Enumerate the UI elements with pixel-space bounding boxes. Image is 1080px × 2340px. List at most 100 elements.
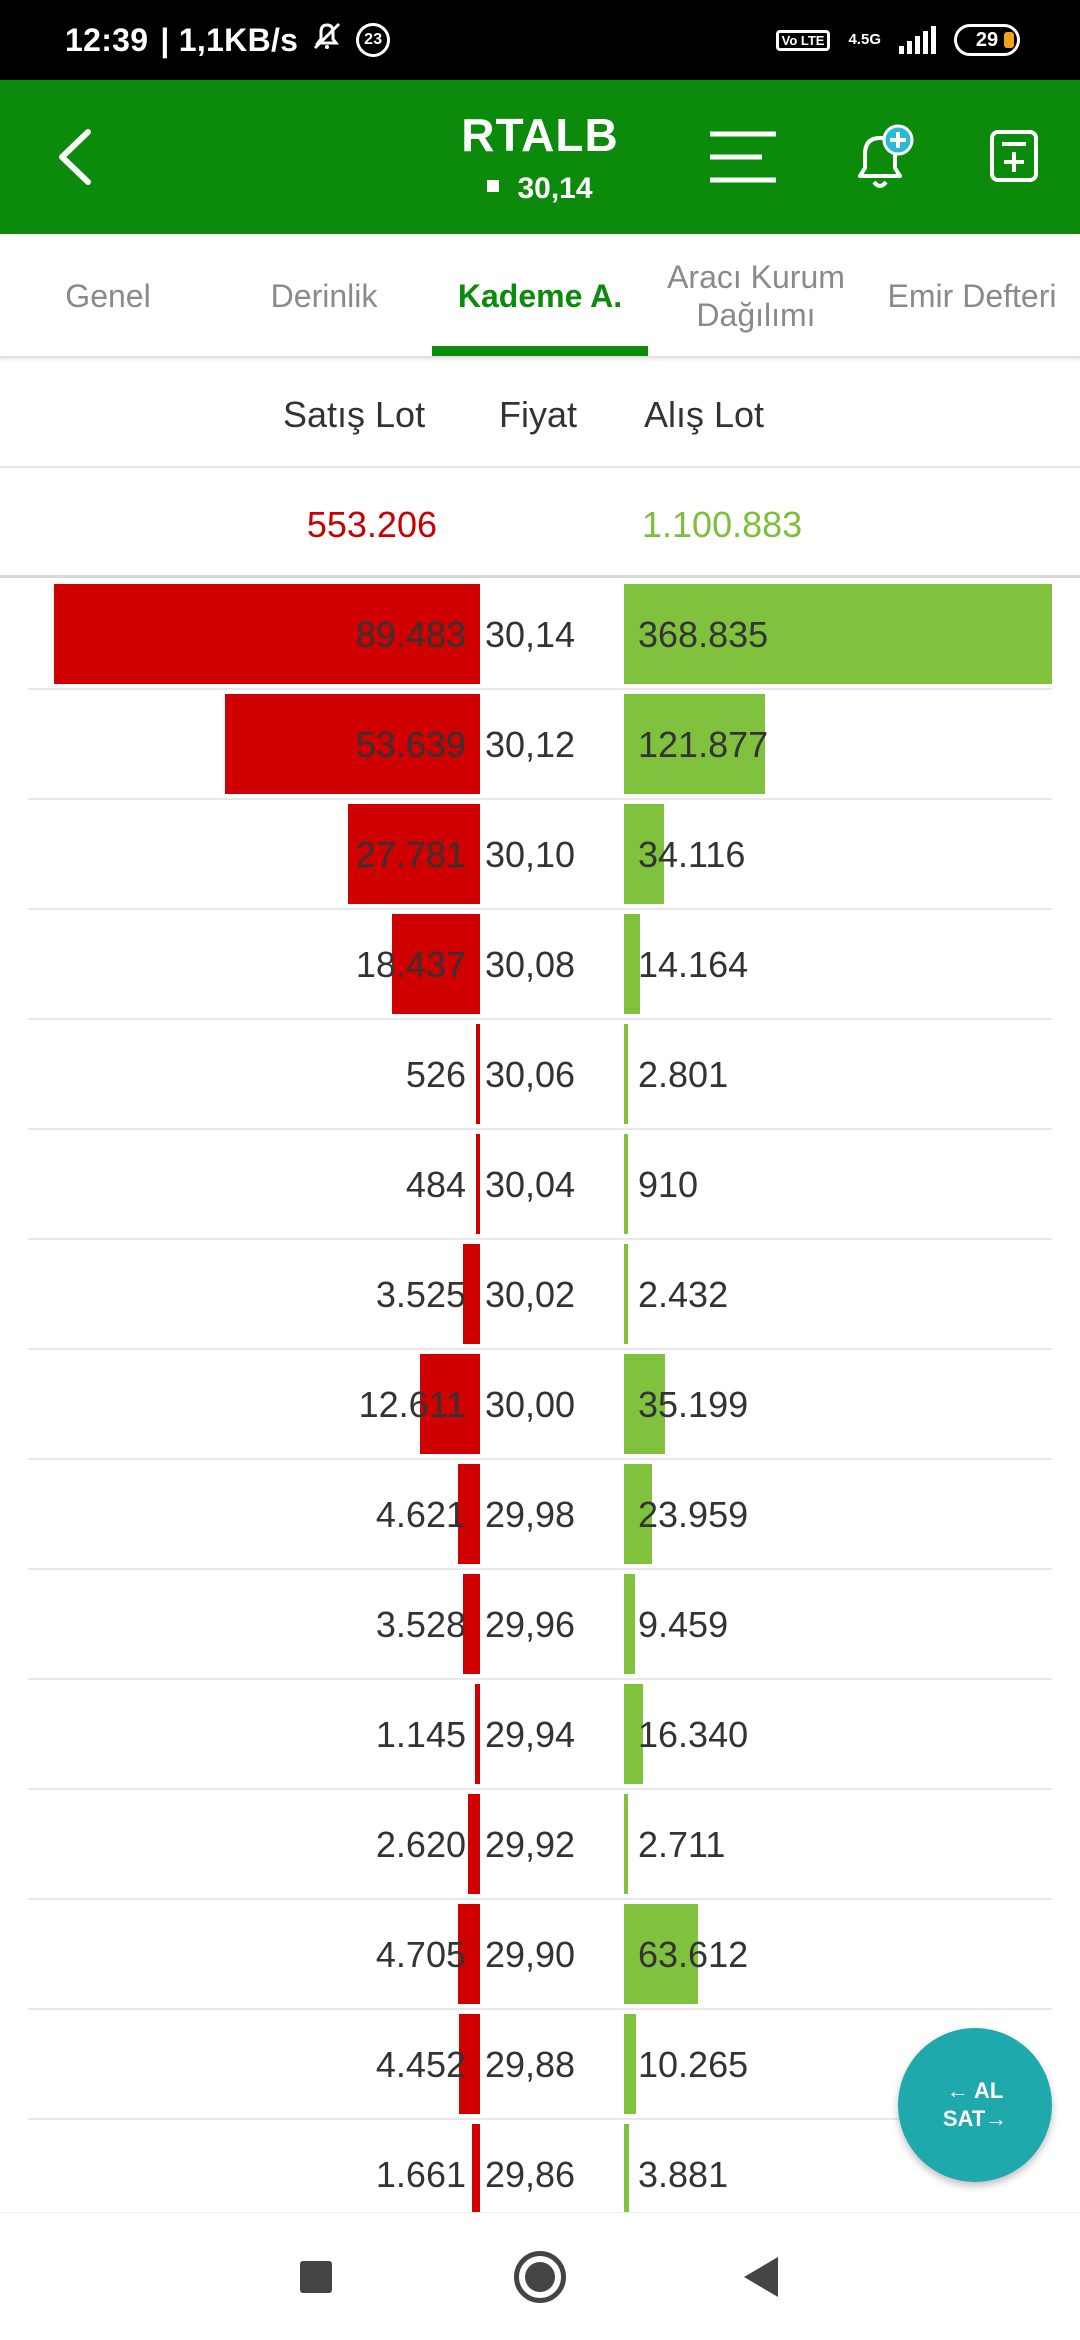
price-value: 29,92: [484, 1824, 576, 1865]
sell-volume-bar: [54, 584, 480, 684]
table-row[interactable]: 4.621 29,98 23.959: [28, 1460, 1052, 1570]
network-type: 4.5G: [848, 31, 881, 48]
table-row[interactable]: 526 30,06 2.801: [28, 1020, 1052, 1130]
buy-volume-bar: [624, 1134, 628, 1234]
tab-genel[interactable]: Genel: [65, 278, 151, 314]
tab-bar: Genel Derinlik Kademe A. Aracı Kurum Dağ…: [0, 234, 1080, 358]
sell-volume-bar: [463, 1574, 480, 1674]
buy-volume-bar: [624, 2014, 636, 2114]
sell-lot-value: 12.611: [358, 1384, 466, 1425]
sell-volume-bar: [392, 914, 480, 1014]
active-tab-indicator: [432, 346, 648, 356]
sell-volume-bar: [476, 1134, 480, 1234]
back-button[interactable]: [48, 122, 108, 192]
sell-volume-bar: [476, 1024, 480, 1124]
sell-lot-value: 526: [405, 1054, 466, 1095]
table-row[interactable]: 484 30,04 910: [28, 1130, 1052, 1240]
battery-icon: 29: [954, 24, 1020, 56]
table-row[interactable]: 89.483 30,14 368.835: [28, 580, 1052, 690]
recents-square-icon[interactable]: [300, 2261, 332, 2293]
sell-volume-bar: [420, 1354, 480, 1454]
table-row[interactable]: 53.639 30,12 121.877: [28, 690, 1052, 800]
table-row[interactable]: 3.525 30,02 2.432: [28, 1240, 1052, 1350]
sell-lot-value: 18.437: [355, 944, 466, 985]
table-row[interactable]: 18.437 30,08 14.164: [28, 910, 1052, 1020]
sell-volume-bar: [468, 1794, 480, 1894]
buy-lot-value: 910: [638, 1164, 699, 1205]
status-bar-left: 12:39 | 1,1KB/s 23: [65, 21, 391, 59]
tab-emir-defteri[interactable]: Emir Defteri: [887, 278, 1057, 314]
app-header: RTALB 30,14: [0, 80, 1080, 234]
total-sell-lots: 553.206: [306, 504, 437, 545]
sell-volume-bar: [459, 2014, 480, 2114]
back-triangle-icon[interactable]: [744, 2257, 778, 2297]
table-row[interactable]: 3.528 29,96 9.459: [28, 1570, 1052, 1680]
buy-lot-value: 2.432: [638, 1274, 729, 1315]
sell-lot-value: 53.639: [355, 724, 466, 765]
volte-icon: Vo LTE: [775, 29, 831, 51]
sell-volume-bar: [458, 1464, 480, 1564]
buy-volume-bar: [624, 1354, 665, 1454]
table-row[interactable]: 12.611 30,00 35.199: [28, 1350, 1052, 1460]
buy-lot-value: 368.835: [638, 614, 769, 655]
buy-volume-bar: [624, 1574, 635, 1674]
buy-lot-value: 3.881: [638, 2154, 729, 2195]
buy-sell-fab-button[interactable]: ← AL SAT→: [898, 2028, 1052, 2182]
home-circle-icon[interactable]: [514, 2251, 566, 2303]
sell-lot-value: 3.525: [375, 1274, 466, 1315]
add-to-list-button[interactable]: [988, 126, 1040, 186]
column-header-price: Fiyat: [499, 394, 578, 435]
table-row[interactable]: 2.620 29,92 2.711: [28, 1790, 1052, 1900]
buy-lot-value: 16.340: [638, 1714, 749, 1755]
total-buy-lots: 1.100.883: [642, 504, 803, 545]
price-value: 30,04: [484, 1164, 576, 1205]
tab-kademe-analizi[interactable]: Kademe A.: [457, 278, 623, 314]
add-alert-button[interactable]: [850, 124, 916, 194]
buy-volume-bar: [624, 2124, 629, 2224]
column-header-sell: Satış Lot: [283, 394, 426, 435]
sell-lot-value: 27.781: [355, 834, 466, 875]
back-arrow-icon: [59, 129, 91, 185]
buy-volume-bar: [624, 1244, 628, 1344]
sell-lot-value: 4.452: [375, 2044, 466, 2085]
buy-volume-bar: [624, 694, 765, 794]
tab-araci-kurum-dagilimi[interactable]: Aracı Kurum Dağılımı: [667, 259, 845, 333]
bell-add-icon: [858, 124, 914, 188]
sell-lot-value: 484: [405, 1164, 466, 1205]
fab-buy-label: ← AL: [946, 2078, 1004, 2103]
buy-lot-value: 14.164: [638, 944, 749, 985]
signal-strength-icon: [899, 26, 936, 54]
buy-lot-value: 10.265: [638, 2044, 749, 2085]
buy-lot-value: 2.801: [638, 1054, 729, 1095]
price-value: 30,02: [484, 1274, 576, 1315]
price-value: 30,06: [484, 1054, 576, 1095]
status-bar-right: Vo LTE 4.5G 29: [775, 24, 1020, 56]
menu-button[interactable]: [706, 124, 780, 190]
sell-lot-value: 1.145: [375, 1714, 466, 1755]
price-value: 29,86: [484, 2154, 576, 2195]
sell-volume-bar: [348, 804, 480, 904]
sell-lot-value: 4.621: [375, 1494, 466, 1535]
column-header-buy: Alış Lot: [644, 394, 765, 435]
buy-lot-value: 9.459: [638, 1604, 729, 1645]
price-value: 30,08: [484, 944, 576, 985]
table-row[interactable]: 27.781 30,10 34.116: [28, 800, 1052, 910]
totals-row: 553.206 1.100.883: [0, 470, 1080, 578]
table-row[interactable]: 1.145 29,94 16.340: [28, 1680, 1052, 1790]
notification-count-icon: 23: [356, 23, 391, 57]
sell-lot-value: 2.620: [375, 1824, 466, 1865]
table-row[interactable]: 4.452 29,88 10.265: [28, 2010, 1052, 2120]
sell-volume-bar: [225, 694, 480, 794]
table-row[interactable]: 4.705 29,90 63.612: [28, 1900, 1052, 2010]
price-value: 29,94: [484, 1714, 576, 1755]
symbol-title: RTALB: [461, 109, 619, 161]
sell-volume-bar: [458, 1904, 480, 2004]
fab-sell-label: SAT→: [942, 2106, 1008, 2131]
system-nav-bar: [0, 2212, 1080, 2340]
price-value: 30,10: [484, 834, 576, 875]
buy-volume-bar: [624, 1464, 652, 1564]
tab-derinlik[interactable]: Derinlik: [270, 278, 378, 314]
buy-volume-bar: [624, 914, 640, 1014]
status-bar: 12:39 | 1,1KB/s 23 Vo LTE 4.5G 29: [0, 0, 1080, 80]
buy-volume-bar: [624, 1024, 628, 1124]
